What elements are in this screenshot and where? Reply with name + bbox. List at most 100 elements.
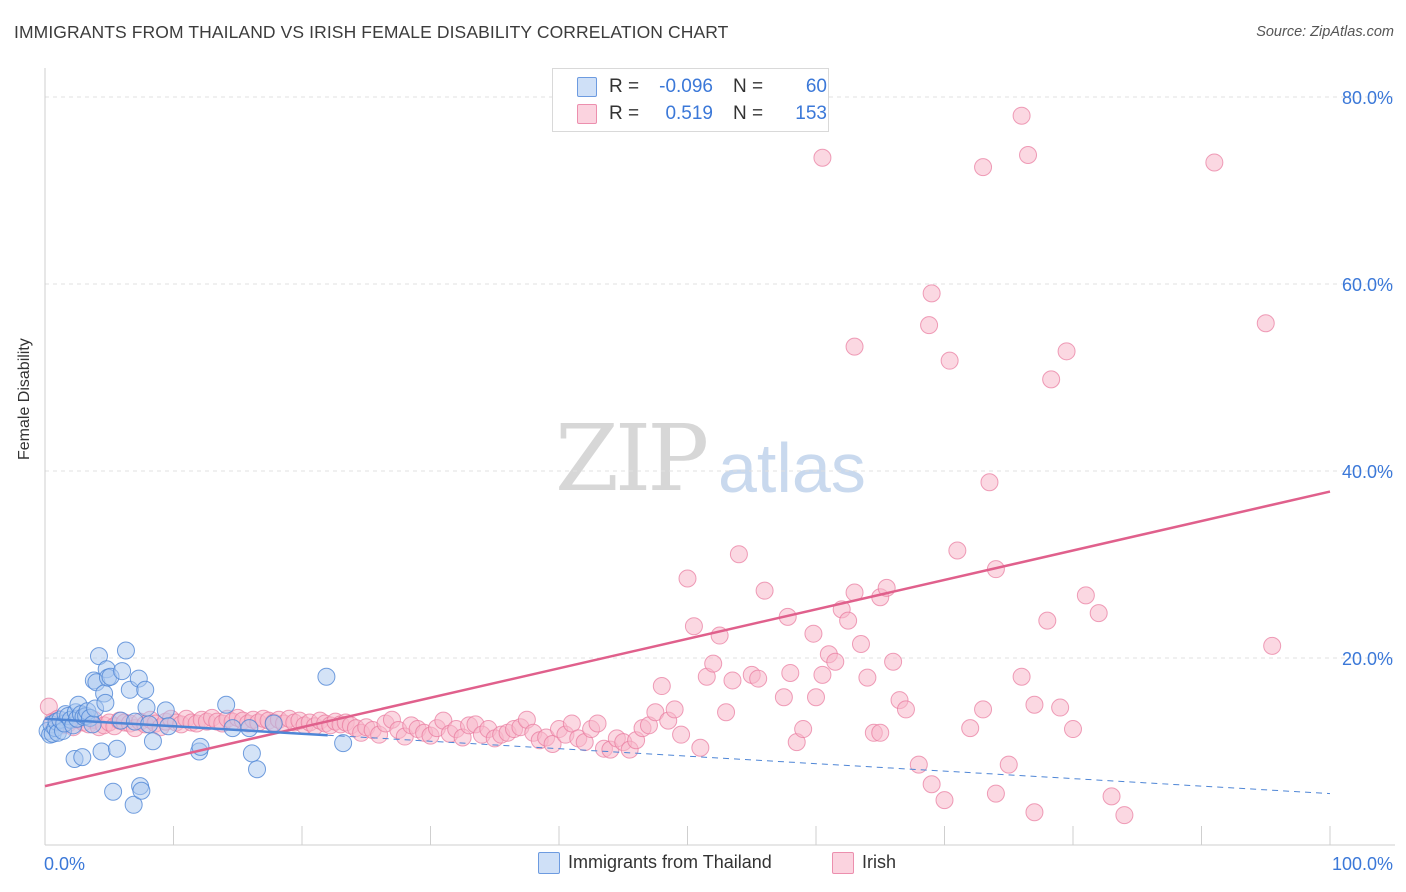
y-tick-label: 80.0% xyxy=(1342,88,1393,108)
chart-title: IMMIGRANTS FROM THAILAND VS IRISH FEMALE… xyxy=(14,22,729,42)
thailand-trend-line-solid xyxy=(44,717,328,737)
irish-point xyxy=(851,634,870,653)
irish-point xyxy=(1205,153,1224,172)
irish-point xyxy=(749,669,768,688)
irish-point xyxy=(920,316,939,335)
thailand-point xyxy=(264,714,283,733)
irish-point xyxy=(1102,787,1121,806)
thailand-point xyxy=(83,715,102,734)
x-tick-label: 0.0% xyxy=(44,854,85,874)
irish-point xyxy=(781,663,800,682)
legend-n-value: 60 xyxy=(805,76,827,97)
irish-point xyxy=(858,668,877,687)
thailand-point xyxy=(317,667,336,686)
irish-point xyxy=(974,700,993,719)
irish-point xyxy=(1025,803,1044,822)
correlation-legend: R = -0.096 N = 60 R = 0.519 N = 153 xyxy=(552,68,829,132)
irish-point xyxy=(1057,342,1076,361)
irish-point xyxy=(909,755,928,774)
irish-point xyxy=(896,700,915,719)
irish-point xyxy=(922,775,941,794)
legend-r-value: 0.519 xyxy=(665,103,713,124)
thailand-point xyxy=(116,641,135,660)
irish-point xyxy=(884,652,903,671)
irish-point xyxy=(813,148,832,167)
irish-point xyxy=(1115,806,1134,825)
irish-point xyxy=(1076,586,1095,605)
thailand-point xyxy=(104,782,123,801)
irish-point xyxy=(646,703,665,722)
irish-point xyxy=(948,541,967,560)
legend-swatch-irish xyxy=(577,104,597,124)
watermark-atlas: atlas xyxy=(718,429,866,507)
irish-point xyxy=(839,611,858,630)
irish-point xyxy=(826,652,845,671)
legend-swatch-thailand xyxy=(577,77,597,97)
irish-point xyxy=(562,714,581,733)
thailand-point xyxy=(73,748,92,767)
thailand-point xyxy=(124,795,143,814)
irish-point xyxy=(961,719,980,738)
y-axis-title: Female Disability xyxy=(16,338,33,460)
thailand-point xyxy=(334,734,353,753)
legend-r-value: -0.096 xyxy=(659,76,713,97)
irish-point xyxy=(845,337,864,356)
thailand-point xyxy=(240,719,259,738)
irish-point xyxy=(1042,370,1061,389)
thailand-point xyxy=(143,732,162,751)
irish-point xyxy=(717,703,736,722)
thailand-point xyxy=(248,760,267,779)
irish-point xyxy=(1038,611,1057,630)
irish-point xyxy=(1263,636,1282,655)
irish-trend-line xyxy=(44,490,1331,788)
watermark-zip: ZIP xyxy=(555,405,709,512)
irish-point xyxy=(1256,314,1275,333)
irish-point xyxy=(755,581,774,600)
irish-point xyxy=(986,784,1005,803)
irish-point xyxy=(807,688,825,707)
irish-point xyxy=(974,158,993,177)
irish-point xyxy=(922,284,941,303)
thailand-point xyxy=(137,698,156,717)
irish-point xyxy=(1089,604,1108,623)
irish-point xyxy=(1064,720,1082,739)
bottom-label-thailand: Immigrants from Thailand xyxy=(568,852,772,872)
thailand-point xyxy=(136,680,155,699)
irish-point xyxy=(704,654,723,673)
y-tick-label: 60.0% xyxy=(1342,275,1393,295)
thailand-point xyxy=(113,662,132,681)
irish-point xyxy=(935,791,954,810)
x-tick-label: 100.0% xyxy=(1332,854,1393,874)
irish-point xyxy=(813,665,832,684)
thailand-point xyxy=(132,781,151,800)
bottom-swatch-irish xyxy=(832,852,854,874)
legend-r-label: R = xyxy=(609,103,640,124)
irish-point xyxy=(691,738,710,757)
irish-point xyxy=(672,725,691,744)
irish-point xyxy=(1019,145,1038,164)
thailand-trend-line-dashed xyxy=(327,734,1331,795)
irish-point xyxy=(804,624,823,643)
irish-point xyxy=(729,545,748,564)
thailand-point xyxy=(156,701,175,720)
irish-point xyxy=(1025,695,1044,714)
thailand-point xyxy=(242,744,261,763)
y-tick-label: 40.0% xyxy=(1342,462,1393,482)
legend-n-label: N = xyxy=(733,103,764,124)
irish-point xyxy=(588,714,607,733)
thailand-point xyxy=(217,695,236,714)
irish-point xyxy=(940,351,959,370)
irish-point xyxy=(774,688,793,707)
irish-point xyxy=(652,677,671,696)
legend-r-label: R = xyxy=(609,76,640,97)
bottom-label-irish: Irish xyxy=(862,852,897,872)
legend-n-value: 153 xyxy=(795,103,827,124)
thailand-point xyxy=(96,693,115,712)
thailand-point xyxy=(92,742,111,761)
irish-point xyxy=(980,473,999,492)
irish-point xyxy=(999,755,1018,774)
irish-point xyxy=(678,569,697,588)
irish-point xyxy=(1012,667,1031,686)
legend-n-label: N = xyxy=(733,76,764,97)
